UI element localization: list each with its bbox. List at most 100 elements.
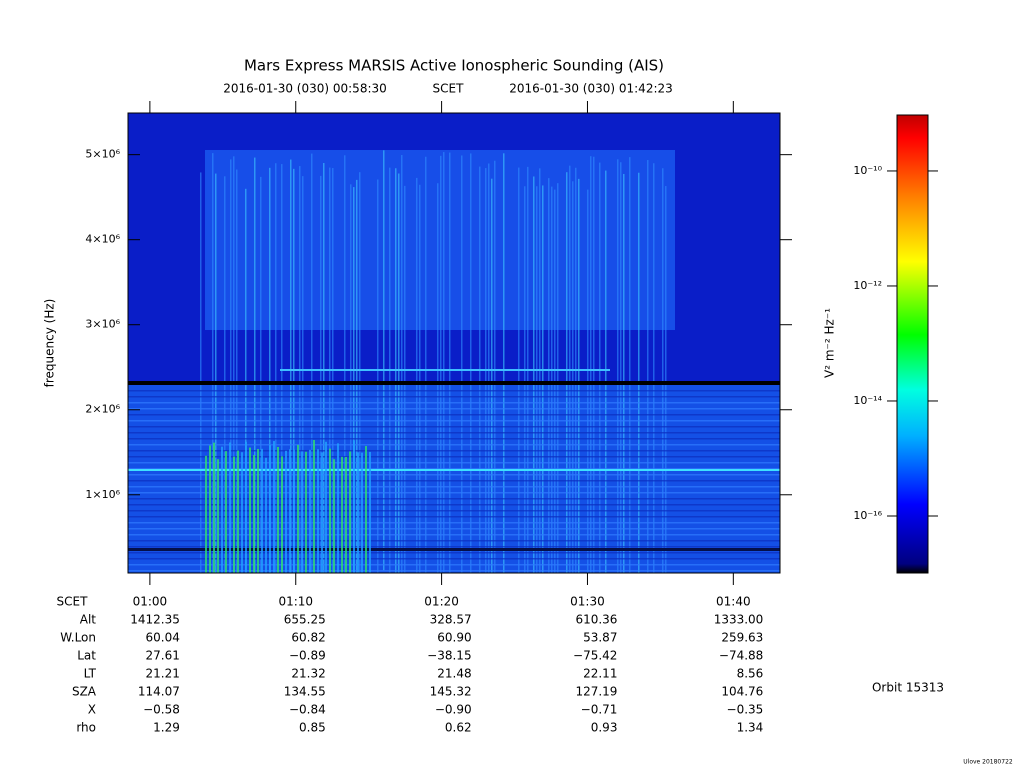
spectrogram-line xyxy=(128,510,780,512)
spectrogram-stripe xyxy=(401,155,403,573)
spectrogram-stripe xyxy=(629,157,631,573)
spectrogram-stripe xyxy=(200,172,202,573)
spectrogram-stripe xyxy=(605,170,607,573)
y-tick-label: 2×10⁶ xyxy=(85,403,120,416)
spectrogram-stripe xyxy=(344,155,346,573)
spectrogram-stripe xyxy=(398,173,400,573)
cell: −0.58 xyxy=(143,703,180,717)
spectrogram-line xyxy=(128,456,780,458)
cell: 655.25 xyxy=(284,613,326,627)
spectrogram-stripe xyxy=(254,157,256,573)
spectrogram-stripe xyxy=(309,449,311,573)
spectrogram-stripe xyxy=(443,152,445,573)
spectrogram-stripe xyxy=(261,448,263,573)
spectrogram-stripe xyxy=(542,185,544,573)
spectrogram-stripe xyxy=(337,443,339,573)
cell: 53.87 xyxy=(583,631,617,645)
spectrogram-stripe xyxy=(361,452,363,573)
spectrogram-line xyxy=(280,369,610,371)
spectrogram-stripe xyxy=(503,153,505,573)
spectrogram-stripe xyxy=(578,178,580,573)
spectrogram-stripe xyxy=(285,450,287,573)
spectrogram-line xyxy=(128,462,780,464)
y-tick-label: 4×10⁶ xyxy=(85,233,120,246)
spectrogram-stripe xyxy=(269,167,271,573)
x-tick-label: 01:20 xyxy=(424,595,459,609)
cell: 0.85 xyxy=(299,721,326,735)
spectrogram-stripe xyxy=(425,156,427,573)
cell: −75.42 xyxy=(573,649,617,663)
spectrogram-stripe xyxy=(590,156,592,573)
spectrogram-stripe xyxy=(253,455,255,573)
cell: 610.36 xyxy=(575,613,617,627)
x-tick-label: 01:00 xyxy=(133,595,168,609)
spectrogram-stripe xyxy=(325,441,327,573)
spectrogram-stripe xyxy=(277,446,279,573)
spectrogram-line xyxy=(128,546,780,548)
spectrogram-stripe xyxy=(205,455,207,573)
spectrogram-stripe xyxy=(297,444,299,573)
cell: 60.90 xyxy=(437,631,471,645)
spectrogram-stripe xyxy=(217,459,219,573)
spectrogram-stripe xyxy=(557,183,559,573)
spectrogram-stripe xyxy=(599,162,601,573)
cell: 22.11 xyxy=(583,667,617,681)
spectrogram xyxy=(128,113,780,573)
spectrogram-stripe xyxy=(617,159,619,573)
spectrogram-stripe xyxy=(281,456,283,573)
spectrogram-stripe xyxy=(313,440,315,573)
row-label: X xyxy=(88,703,96,717)
spectrogram-stripe xyxy=(623,173,625,573)
spectrogram-line xyxy=(128,381,780,385)
row-label: Alt xyxy=(80,613,97,627)
spectrogram-stripe xyxy=(365,445,367,573)
cell: 1412.35 xyxy=(130,613,180,627)
spectrogram-stripe xyxy=(566,172,568,573)
subtitle-start: 2016-01-30 (030) 00:58:30 xyxy=(223,82,387,96)
spectrogram-line xyxy=(128,396,780,398)
spectrogram-line xyxy=(128,474,780,476)
spectrogram-stripe xyxy=(221,446,223,573)
spectrogram-line xyxy=(128,390,780,392)
spectrogram-stripe xyxy=(536,186,538,573)
spectrogram-stripe xyxy=(356,179,358,573)
spectrogram-line xyxy=(128,432,780,434)
spectrogram-stripe xyxy=(333,459,335,573)
subtitle-end: 2016-01-30 (030) 01:42:23 xyxy=(509,82,673,96)
spectrogram-stripe xyxy=(311,153,313,573)
row-label: rho xyxy=(76,721,96,735)
spectrogram-line xyxy=(128,516,780,518)
spectrogram-stripe xyxy=(638,172,640,573)
spectrogram-stripe xyxy=(257,448,259,573)
orbit: Orbit 15313 xyxy=(872,681,944,695)
cell: 127.19 xyxy=(575,685,617,699)
spectrogram-line xyxy=(128,480,780,482)
spectrogram-stripe xyxy=(265,457,267,573)
spectrogram-stripe xyxy=(275,163,277,573)
spectrogram-line xyxy=(128,540,780,542)
spectrogram-line xyxy=(128,486,780,488)
spectrogram-stripe xyxy=(215,173,217,573)
cell: 328.57 xyxy=(430,613,472,627)
spectrogram-stripe xyxy=(485,168,487,573)
spectrogram-stripe xyxy=(662,168,664,573)
cell: −74.88 xyxy=(719,649,763,663)
colorbar-label: V² m⁻² Hz⁻¹ xyxy=(823,308,837,378)
cell: 0.62 xyxy=(445,721,472,735)
y-tick-label: 5×10⁶ xyxy=(85,148,120,161)
cell: 1.34 xyxy=(737,721,764,735)
spectrogram-stripe xyxy=(212,153,214,573)
colorbar xyxy=(896,114,929,574)
y-tick-label: 1×10⁶ xyxy=(85,488,120,501)
spectrogram-stripe xyxy=(359,172,361,573)
spectrogram-line xyxy=(128,558,780,560)
spectrogram-stripe xyxy=(653,163,655,573)
spectrogram-stripe xyxy=(518,167,520,573)
spectrogram-stripe xyxy=(470,153,472,573)
footer: Ulove 20180722 xyxy=(963,759,1013,766)
colorbar-tick-label: 10⁻¹⁰ xyxy=(853,164,882,177)
cell: −0.35 xyxy=(727,703,764,717)
spectrogram-stripe xyxy=(404,185,406,573)
spectrogram-stripe xyxy=(233,156,235,573)
spectrogram-stripe xyxy=(369,451,371,573)
